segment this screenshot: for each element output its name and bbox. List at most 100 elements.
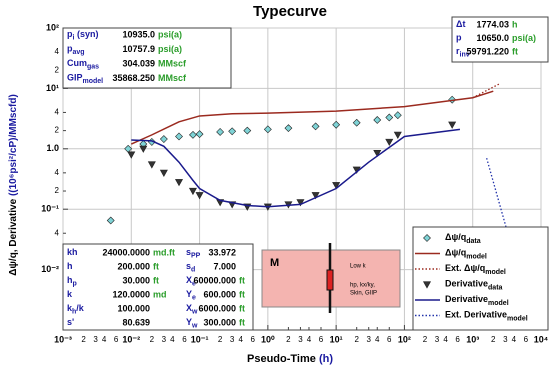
param-subscript: inv — [460, 51, 470, 58]
param-subscript: avg — [73, 49, 85, 56]
triangle-marker — [385, 138, 394, 147]
param-symbol: p — [67, 44, 73, 54]
legend-name: Δψ/q — [445, 248, 466, 258]
legend-label: Δψ/qmodel — [445, 248, 487, 260]
triangle-marker — [296, 199, 305, 207]
y-tick-label: 10² — [46, 22, 59, 32]
x-tick-label: 6 — [250, 335, 255, 344]
triangle-marker — [195, 192, 204, 200]
param-subscript: PP — [191, 252, 201, 259]
x-tick-label: 4 — [307, 335, 312, 344]
param-symbol: Cum — [67, 58, 87, 68]
legend-subscript: model — [466, 253, 487, 260]
triangle-marker — [448, 121, 457, 129]
param-unit: ft — [153, 275, 159, 285]
param-value: 33.972 — [208, 247, 236, 257]
diamond-marker — [159, 135, 168, 143]
schematic: M Low k hp, kx/ky, Skin, GIIP — [261, 243, 401, 313]
diamond-marker — [106, 216, 115, 225]
param-value: 304.039 — [122, 58, 155, 68]
diamond-marker — [423, 234, 431, 242]
perforation — [326, 269, 334, 291]
x-tick-label: 6 — [114, 335, 119, 344]
param-value: 10650.0 — [476, 33, 509, 43]
param-symbol: kh — [67, 247, 78, 257]
param-value: 7.000 — [213, 261, 236, 271]
x-tick-label: 3 — [366, 335, 371, 344]
x-tick-label: 4 — [170, 335, 175, 344]
x-tick-label: 4 — [512, 335, 517, 344]
param-name: Xe — [186, 275, 196, 287]
param-value: 24000.0000 — [102, 247, 150, 257]
param-name: GIPmodel — [67, 73, 103, 85]
x-tick-label: 4 — [375, 335, 380, 344]
x-tick-label: 3 — [162, 335, 167, 344]
param-value: 10935.0 — [122, 29, 155, 39]
param-value: 6000.000 — [198, 303, 236, 313]
param-suffix: (syn) — [74, 29, 98, 39]
chart-title: Typecurve — [253, 3, 327, 20]
param-value: 200.000 — [117, 261, 150, 271]
x-tick-label: 2 — [354, 335, 359, 344]
legend-label: Δψ/qdata — [445, 232, 481, 244]
param-name: Ye — [186, 289, 196, 301]
param-symbol: s — [186, 247, 191, 257]
triangle-marker — [159, 169, 168, 177]
x-tick-label: 4 — [238, 335, 243, 344]
diamond-marker — [243, 126, 252, 135]
legend-name: Derivative — [445, 279, 488, 289]
diamond-marker — [228, 127, 237, 136]
triangle-marker — [373, 149, 382, 158]
param-unit: ft — [239, 275, 245, 285]
y-axis-title-unit: ((10⁶psi²/cP)/MMscfd) — [8, 94, 19, 196]
x-tick-label: 2 — [150, 335, 155, 344]
x-axis-title-unit: (h) — [319, 353, 333, 365]
param-subscript: w — [191, 322, 198, 329]
series-line — [130, 90, 494, 145]
x-tick-label: 3 — [503, 335, 508, 344]
x-tick-label: 6 — [387, 335, 392, 344]
y-tick-label: 2 — [55, 126, 60, 135]
y-tick-label: 10⁻² — [41, 264, 59, 274]
param-name: k — [67, 289, 73, 299]
param-symbol: s — [186, 261, 191, 271]
x-tick-label: 6 — [455, 335, 460, 344]
info-box — [451, 16, 549, 63]
param-name: hp — [67, 275, 77, 287]
plot-area — [106, 83, 511, 241]
diamond-marker — [385, 113, 394, 122]
param-subscript: gas — [87, 63, 99, 70]
diamond-marker — [263, 125, 272, 134]
triangle-marker — [175, 179, 184, 187]
diamond-marker — [311, 122, 320, 131]
series-line — [486, 157, 511, 241]
param-name: s' — [67, 317, 74, 327]
x-tick-label: 2 — [286, 335, 291, 344]
param-value: 120.0000 — [112, 289, 150, 299]
legend-name: Δψ/q — [445, 232, 466, 242]
x-tick-label: 10² — [398, 334, 411, 344]
param-name: h — [67, 261, 73, 271]
param-name: Cumgas — [67, 58, 99, 70]
param-name: pavg — [67, 44, 85, 56]
legend-name: Ext. Derivative — [445, 310, 507, 320]
x-axis-title-text: Pseudo-Time — [247, 353, 316, 365]
param-unit: MMscf — [158, 73, 187, 83]
y-tick-label: 1.0 — [46, 143, 59, 153]
param-name: p — [456, 33, 462, 43]
param-symbol: Δt — [456, 19, 465, 29]
param-symbol: r — [456, 46, 460, 56]
diamond-marker — [175, 132, 183, 141]
legend-name: Derivative — [445, 294, 488, 304]
param-subscript: p — [73, 280, 77, 287]
info-box — [62, 243, 254, 331]
x-tick-label: 3 — [93, 335, 98, 344]
x-tick-label: 2 — [491, 335, 496, 344]
param-subscript: i — [73, 34, 75, 41]
series-line — [131, 128, 461, 208]
triangle-marker — [393, 131, 402, 139]
legend-box — [412, 226, 549, 331]
param-unit: ft — [239, 317, 245, 327]
param-symbol: h — [67, 275, 73, 285]
